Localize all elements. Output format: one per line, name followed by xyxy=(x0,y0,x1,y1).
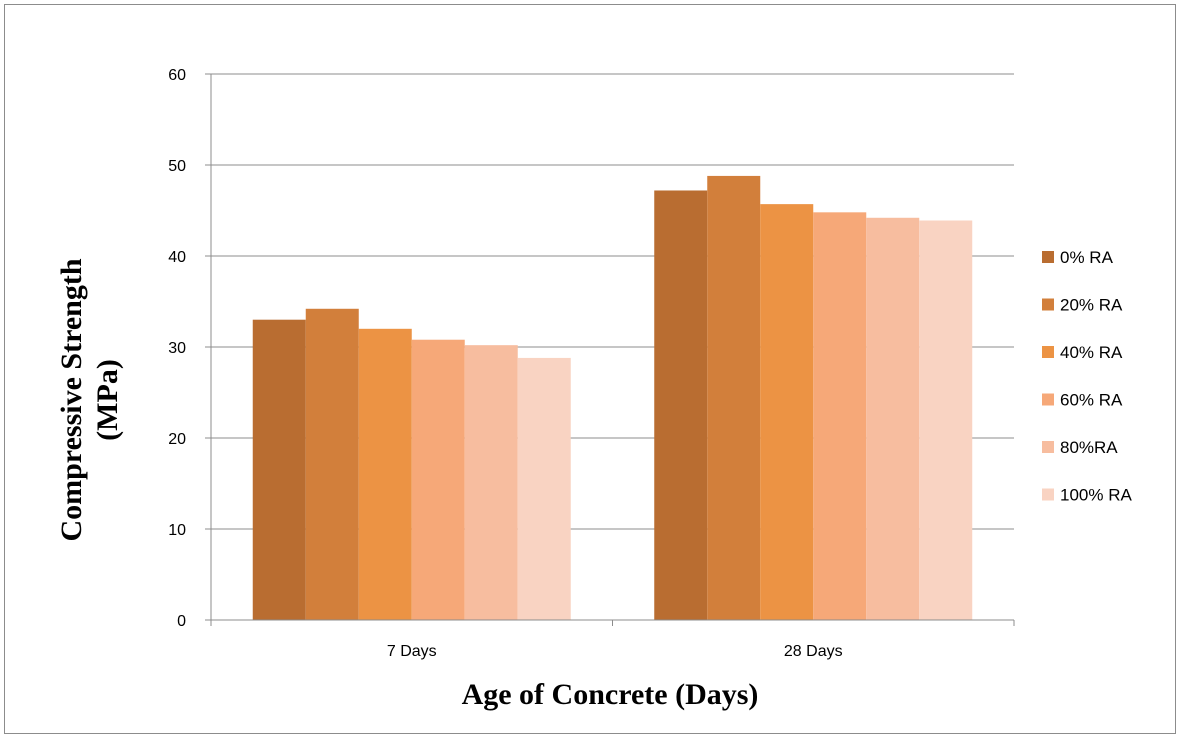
legend-label: 60% RA xyxy=(1060,391,1123,410)
chart-frame xyxy=(4,4,1176,734)
legend-label: 80%RA xyxy=(1060,438,1118,457)
legend-swatch xyxy=(1042,346,1054,358)
bar xyxy=(707,175,761,621)
x-tick-labels: 7 Days 28 Days xyxy=(387,643,843,660)
legend-swatch xyxy=(1042,488,1054,501)
bar xyxy=(305,308,359,620)
bar xyxy=(252,319,306,620)
legend: 0% RA 20% RA 40% RA 60% RA 80%RA 100% RA xyxy=(1042,248,1132,505)
bar xyxy=(866,217,920,620)
y-tick-label: 0 xyxy=(177,613,186,630)
legend-swatch xyxy=(1042,298,1054,311)
y-tick-label: 50 xyxy=(168,158,186,175)
y-tick-labels: 0 10 20 30 40 50 60 xyxy=(168,67,186,630)
legend-swatch xyxy=(1042,441,1054,453)
bar xyxy=(654,190,708,621)
y-tick-label: 10 xyxy=(168,522,186,539)
legend-swatch xyxy=(1042,251,1054,263)
bar xyxy=(813,212,867,620)
bar xyxy=(411,339,465,620)
y-tick-label: 20 xyxy=(168,431,186,448)
bar xyxy=(517,357,571,620)
y-tick-label: 60 xyxy=(168,67,186,84)
bars xyxy=(252,175,973,621)
y-axis-title-line2: (MPa) xyxy=(91,359,124,441)
x-tick-label: 28 Days xyxy=(784,643,843,660)
bar xyxy=(464,345,518,620)
x-tick-label: 7 Days xyxy=(387,643,437,660)
bar xyxy=(919,220,973,620)
legend-swatch xyxy=(1042,393,1054,406)
y-tick-label: 40 xyxy=(168,249,186,266)
y-axis-title-group: Compressive Strength (MPa) xyxy=(55,258,124,541)
bar xyxy=(358,328,412,620)
y-tick-label: 30 xyxy=(168,340,186,357)
legend-label: 0% RA xyxy=(1060,248,1114,267)
legend-label: 20% RA xyxy=(1060,296,1123,315)
x-axis-title: Age of Concrete (Days) xyxy=(462,678,759,711)
axes xyxy=(205,73,1015,626)
y-axis-title-line1: Compressive Strength xyxy=(55,258,88,541)
bar xyxy=(760,204,814,620)
legend-label: 100% RA xyxy=(1060,486,1132,505)
legend-label: 40% RA xyxy=(1060,343,1123,362)
